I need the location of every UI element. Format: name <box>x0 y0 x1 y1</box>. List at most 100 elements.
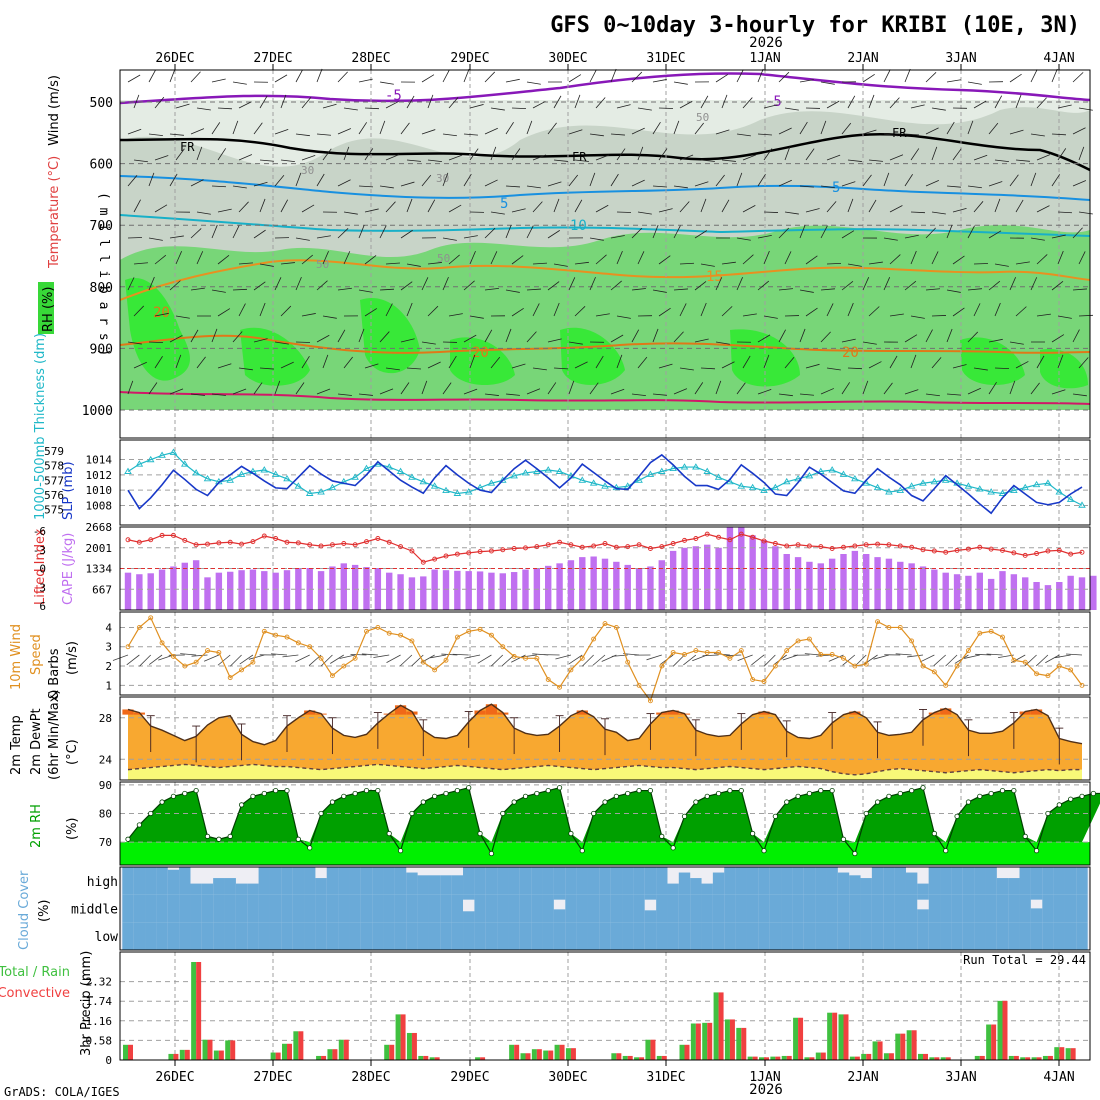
upper-wind-barb-597 <box>1072 393 1087 397</box>
upper-wind-barb-288 <box>379 225 387 239</box>
thickness-point-48 <box>669 464 677 472</box>
upper-wind-barb-65 <box>532 101 546 109</box>
precip-conv-bar-71 <box>934 1057 940 1060</box>
cloud-high-bar-54 <box>735 867 747 895</box>
upper-wind-barb-450 <box>889 313 904 317</box>
precip-total-bar-0 <box>123 1044 128 1060</box>
upper-wind-barb-156 <box>511 148 521 161</box>
date-label-top-4: 30DEC <box>548 51 587 66</box>
cape-bar-10 <box>238 570 245 610</box>
cloud-high-bar-70 <box>917 883 929 895</box>
cloud-low-bar-84 <box>1076 922 1088 950</box>
upper-wind-barb-189 <box>232 185 247 189</box>
upper-wind-barb-218 <box>841 181 856 187</box>
wind10-barb-24 <box>386 654 401 664</box>
slp-tick-1: 1010 <box>86 484 113 497</box>
wind10-point-2 <box>148 615 154 621</box>
cloud-high-bar-77 <box>996 878 1009 895</box>
rh-point-20 <box>352 790 358 797</box>
upper-wind-barb-488 <box>715 341 730 345</box>
upper-wind-barb-240 <box>343 211 358 215</box>
cape-bar-18 <box>329 566 336 610</box>
date-label-top-9: 4JAN <box>1043 51 1074 66</box>
rh-point-19 <box>341 793 347 799</box>
upper-wind-barb-407 <box>946 289 961 293</box>
upper-wind-barb-335 <box>406 263 421 267</box>
upper-wind-barb-307 <box>778 227 790 239</box>
upper-wind-barb-196 <box>379 185 394 189</box>
li-point-83 <box>1068 551 1074 557</box>
upper-wind-barb-53 <box>280 94 287 109</box>
precip-conv-bar-61 <box>820 1052 826 1060</box>
upper-wind-barb-405 <box>904 280 917 291</box>
cloud-middle-bar-6 <box>190 894 202 923</box>
upper-wind-barb-164 <box>679 154 694 161</box>
upper-wind-barb-309 <box>820 225 828 239</box>
upper-wind-barb-512 <box>259 367 274 370</box>
upper-wind-barb-289 <box>400 229 413 239</box>
precip-conv-bar-15 <box>298 1031 304 1060</box>
thickness-point-84 <box>1078 501 1086 508</box>
rh-point-25 <box>409 810 415 817</box>
cape-bar-35 <box>522 569 529 610</box>
upper-wind-barb-180 <box>1015 159 1030 162</box>
wind10-barb-30 <box>452 653 469 656</box>
wind10-point-38 <box>557 684 563 690</box>
upper-wind-barb-596 <box>1051 389 1066 395</box>
date-label-bottom-2: 28DEC <box>351 1070 390 1085</box>
upper-wind-barb-563 <box>358 393 373 396</box>
rh-point-64 <box>852 850 858 857</box>
panel-frame-cloud <box>119 866 1091 951</box>
contour-label-minus5-b: -5 <box>765 94 782 110</box>
contour-label-minus5-a: -5 <box>385 88 402 104</box>
li-tick-2: 0 <box>39 563 46 576</box>
wind10-point-75 <box>977 630 983 636</box>
upper-wind-barb-347 <box>658 255 671 265</box>
wind10-barb-49 <box>672 654 685 667</box>
li-point-2 <box>148 537 154 543</box>
li-point-71 <box>931 548 937 554</box>
wind10-point-24 <box>398 632 404 638</box>
contour-label-50-b: 50 <box>437 252 450 265</box>
upper-wind-barb-399 <box>778 288 793 291</box>
cloud-middle-bar-79 <box>1019 894 1031 923</box>
upper-wind-barb-428 <box>427 305 439 317</box>
wind10-point-59 <box>795 638 801 644</box>
rh-point-50 <box>693 799 699 805</box>
upper-wind-barb-8 <box>295 69 303 83</box>
upper-wind-barb-583 <box>778 393 793 397</box>
thickness-point-56 <box>760 486 768 494</box>
upper-wind-barb-353 <box>784 251 792 265</box>
precip-tick-1: 0.58 <box>86 1034 113 1047</box>
upper-wind-barb-487 <box>694 338 709 343</box>
precip-conv-bar-39 <box>570 1048 576 1060</box>
cloud-high-bar-21 <box>360 867 373 895</box>
rh-point-27 <box>432 793 438 799</box>
precip-conv-bar-7 <box>207 1039 213 1060</box>
cloud-middle-bar-54 <box>735 894 747 923</box>
upper-wind-barb-266 <box>889 205 903 213</box>
li-point-46 <box>647 546 653 551</box>
thickness-point-3 <box>158 451 166 458</box>
upper-wind-barb-204 <box>547 181 562 187</box>
upper-wind-barb-107 <box>442 133 457 137</box>
cloud-high-bar-84 <box>1076 867 1088 895</box>
cloud-low-bar-58 <box>781 922 793 950</box>
precip-total-bar-36 <box>531 1049 537 1060</box>
cloud-high-bar-25 <box>406 872 418 895</box>
upper-wind-barb-495 <box>862 341 877 345</box>
upper-wind-barb-170 <box>805 148 815 161</box>
cloud-middle-bar-49 <box>678 894 691 923</box>
upper-wind-barb-355 <box>826 262 842 265</box>
upper-wind-barb-398 <box>757 280 770 291</box>
cloud-middle-bar-28 <box>440 894 452 923</box>
cape-bar-38 <box>556 563 563 610</box>
thickness-point-42 <box>601 482 609 489</box>
upper-wind-barb-551 <box>1078 357 1089 369</box>
upper-wind-barb-229 <box>1072 180 1087 187</box>
wind10-point-42 <box>602 621 608 627</box>
upper-wind-barb-208 <box>631 179 645 187</box>
slp-tick-0: 1008 <box>86 500 113 513</box>
rh-point-81 <box>1045 810 1051 817</box>
upper-wind-barb-241 <box>364 208 379 213</box>
